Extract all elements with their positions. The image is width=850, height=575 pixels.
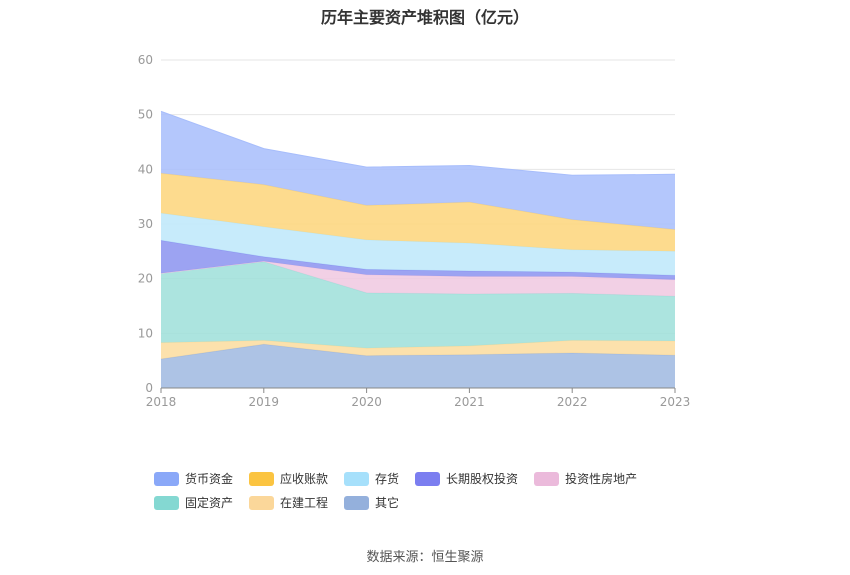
x-tick-label: 2023 bbox=[660, 395, 691, 409]
x-tick-label: 2021 bbox=[454, 395, 485, 409]
area-series bbox=[160, 110, 676, 388]
legend-item[interactable]: 货币资金 bbox=[154, 470, 233, 487]
legend-item[interactable]: 在建工程 bbox=[249, 494, 328, 511]
legend-item[interactable]: 长期股权投资 bbox=[415, 470, 518, 487]
legend-swatch bbox=[154, 471, 179, 486]
stacked-area-chart: 0 10 20 30 40 50 60 2018 2019 2020 2021 2022 2023 bbox=[138, 53, 691, 409]
legend-item[interactable]: 存货 bbox=[344, 470, 399, 487]
legend-label: 应收账款 bbox=[280, 472, 329, 486]
y-tick-label: 0 bbox=[145, 381, 153, 395]
legend: 货币资金 应收账款 存货 长期股权投资 投资性房地产固定资产 在建工程 其它 bbox=[154, 470, 714, 511]
legend-label: 存货 bbox=[375, 472, 400, 486]
legend-item[interactable]: 投资性房地产 bbox=[534, 470, 637, 487]
y-tick-label: 10 bbox=[138, 326, 153, 340]
area-其它 bbox=[161, 344, 675, 388]
area-长期股权投资 bbox=[161, 240, 675, 280]
legend-label: 投资性房地产 bbox=[565, 472, 638, 486]
x-tick-label: 2019 bbox=[249, 395, 280, 409]
legend-label: 其它 bbox=[375, 496, 400, 510]
area-固定资产 bbox=[161, 261, 675, 349]
legend-item[interactable]: 其它 bbox=[344, 494, 399, 511]
y-tick-label: 50 bbox=[138, 108, 153, 122]
legend-swatch bbox=[415, 471, 441, 486]
y-tick-label: 20 bbox=[138, 272, 153, 286]
axes: 0 10 20 30 40 50 60 2018 2019 2020 2021 2022 2023 bbox=[138, 53, 691, 409]
legend-label: 固定资产 bbox=[185, 496, 234, 510]
area-货币资金 bbox=[161, 111, 675, 230]
legend-swatch bbox=[344, 495, 370, 510]
area-应收账款 bbox=[161, 173, 675, 252]
legend-swatch bbox=[344, 471, 370, 486]
area-edge-货币资金 bbox=[160, 110, 676, 176]
y-tick-label: 60 bbox=[138, 53, 153, 67]
chart-title: 历年主要资产堆积图（亿元） bbox=[320, 8, 529, 27]
x-tick-label: 2020 bbox=[351, 395, 382, 409]
y-tick-label: 30 bbox=[138, 217, 153, 231]
area-存货 bbox=[161, 213, 675, 276]
y-tick-label: 40 bbox=[138, 162, 153, 176]
legend-swatch bbox=[249, 495, 275, 510]
x-tick-label: 2018 bbox=[146, 395, 177, 409]
data-source: 数据来源：恒生聚源 bbox=[366, 550, 484, 565]
legend-label: 货币资金 bbox=[185, 472, 234, 486]
legend-swatch bbox=[534, 471, 560, 486]
legend-swatch bbox=[249, 471, 275, 486]
x-tick-label: 2022 bbox=[557, 395, 588, 409]
area-在建工程 bbox=[161, 340, 675, 359]
legend-label: 在建工程 bbox=[280, 496, 329, 510]
legend-swatch bbox=[154, 495, 179, 510]
area-投资性房地产 bbox=[161, 261, 675, 297]
legend-label: 长期股权投资 bbox=[446, 472, 519, 486]
legend-item[interactable]: 固定资产 bbox=[154, 494, 233, 511]
legend-item[interactable]: 应收账款 bbox=[249, 470, 328, 487]
